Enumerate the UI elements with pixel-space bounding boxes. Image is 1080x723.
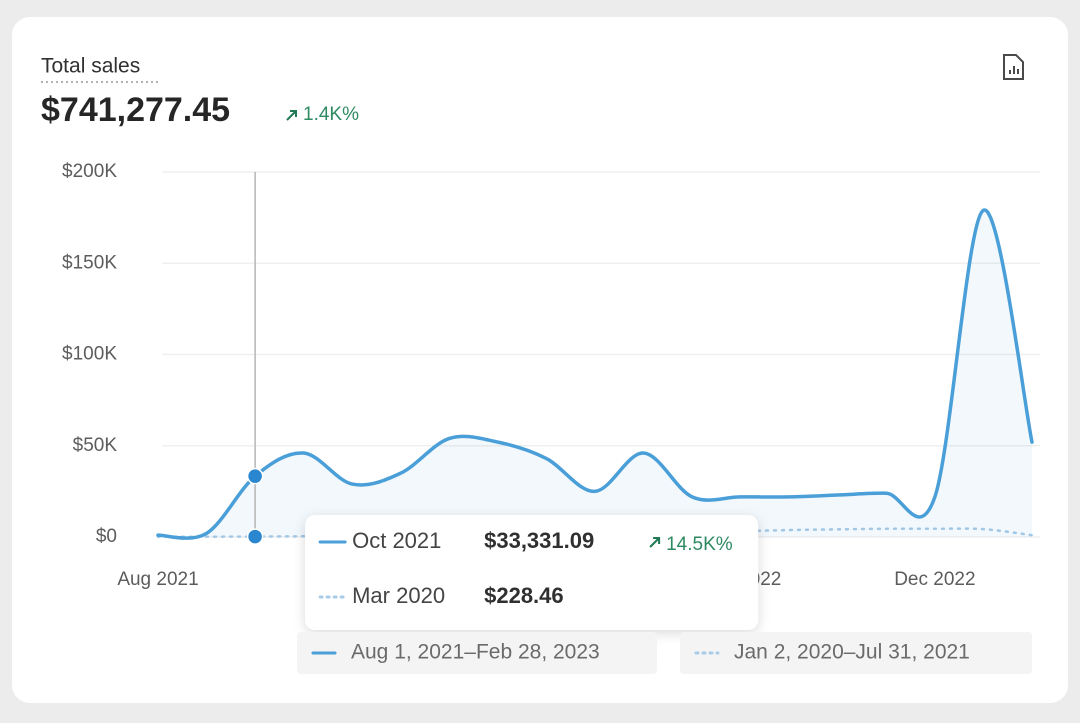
area [158,210,1032,539]
icon-bars [1009,66,1019,74]
hover-dot [246,528,264,545]
legend-label: Jan 2, 2020–Jul 31, 2021 [734,641,970,664]
change-arrow [286,110,297,121]
tooltip-value: $33,331.09 [484,528,594,553]
card-title[interactable]: Total sales [41,55,140,78]
tooltip-value: $228.46 [484,583,564,608]
total-value: $741,277.45 [41,91,230,129]
export-icon[interactable] [1003,54,1024,80]
x-tick-label: Dec 2022 [894,569,975,590]
y-tick-label: $150K [62,252,117,273]
hover-dot [246,467,264,485]
icon-outline [1003,54,1024,80]
tooltip-change-arrow [649,537,661,548]
y-tick-label: $200K [62,161,117,182]
tooltip-label: Mar 2020 [352,583,445,608]
line [156,208,1034,540]
line [156,527,1034,539]
legend-item [680,632,1032,674]
x-tick-label: Aug 2021 [117,569,198,590]
y-tick-label: $0 [96,526,117,547]
tooltip-change: 14.5K% [666,534,733,555]
tooltip-box [305,515,759,630]
total-change: 1.4K% [303,104,359,125]
tooltip-label: Oct 2021 [352,528,441,553]
legend-label: Aug 1, 2021–Feb 28, 2023 [351,641,600,664]
card [12,17,1068,703]
legend-item [297,632,657,674]
y-tick-label: $50K [73,435,118,456]
tooltip: Oct 2021 $33,331.09 14.5K% Mar 2020 $228.46 [305,515,759,630]
y-tick-label: $100K [62,344,117,365]
